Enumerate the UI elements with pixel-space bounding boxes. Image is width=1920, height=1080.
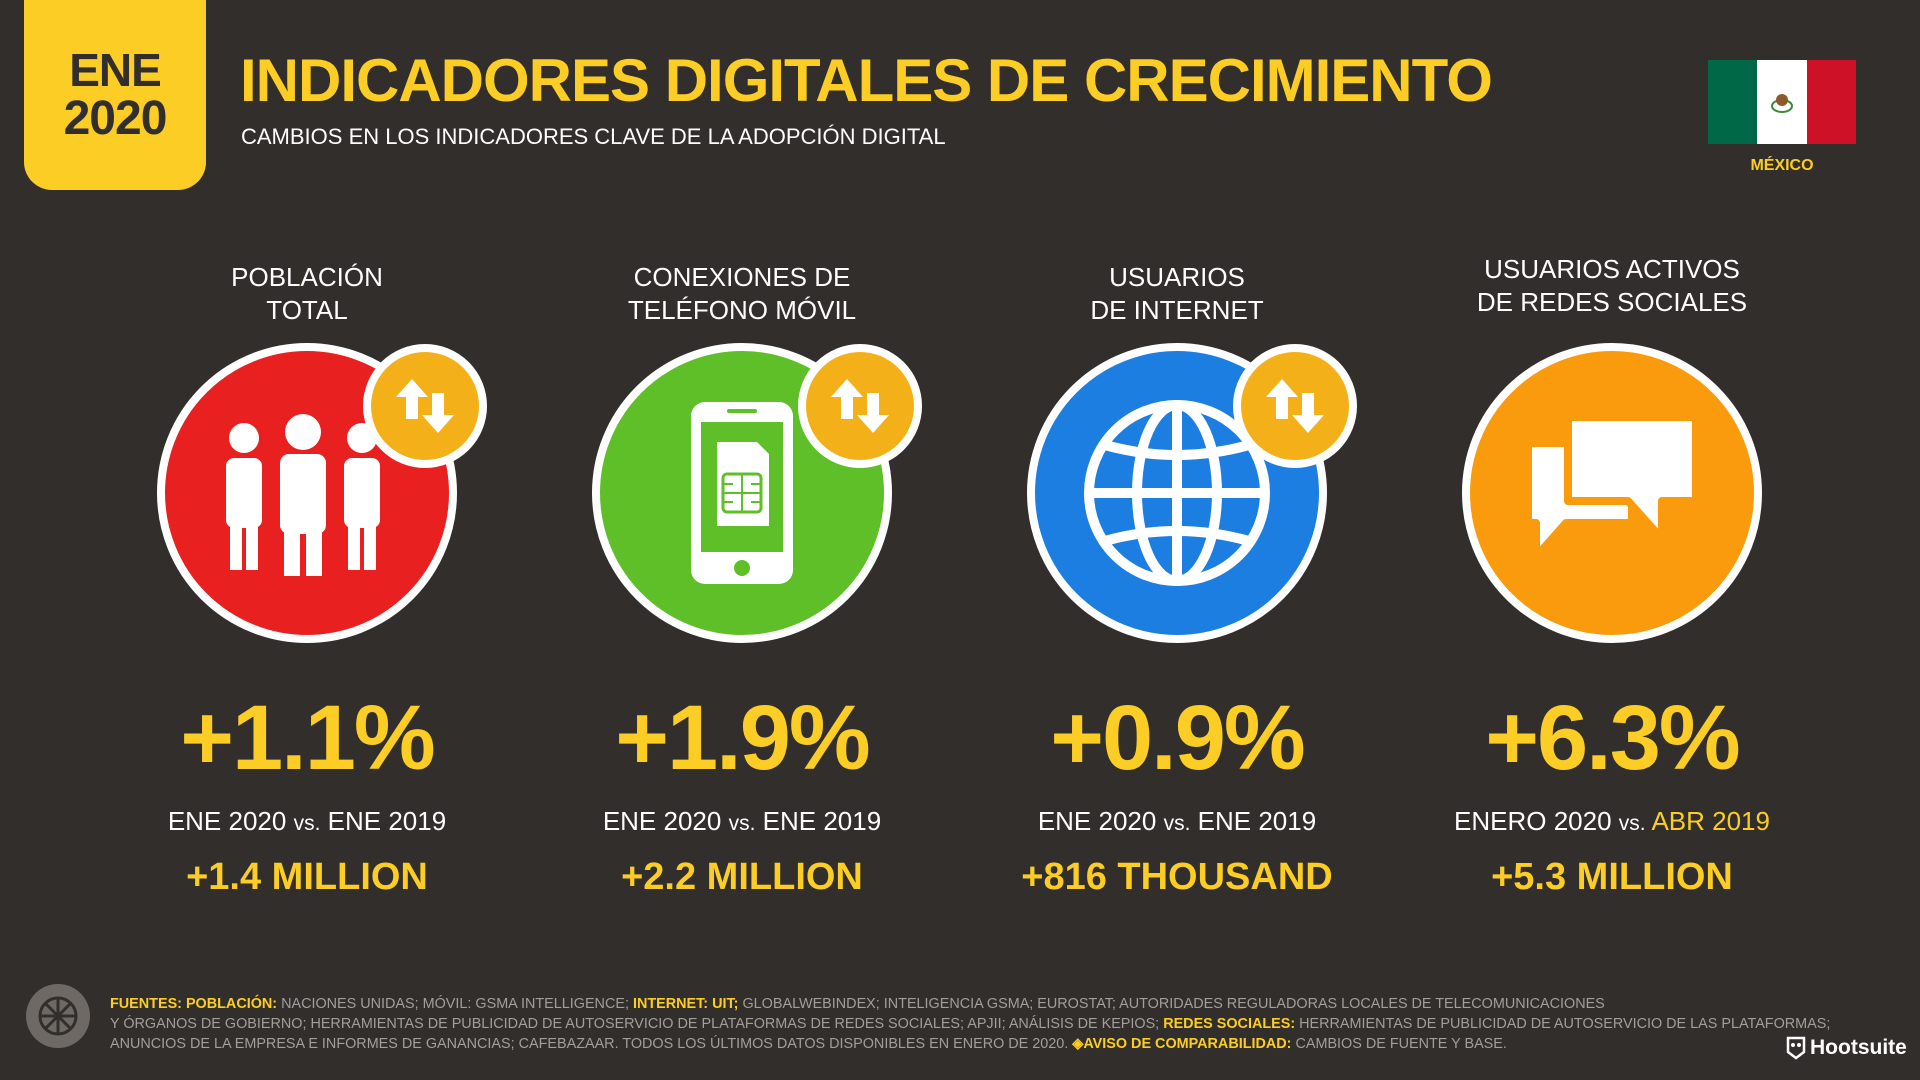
vs-label: vs. xyxy=(1163,812,1191,835)
metric-percent: +1.1% xyxy=(180,687,435,789)
source-highlight: FUENTES: POBLACIÓN: xyxy=(110,996,278,1012)
period-a: ENE 2020 xyxy=(1037,806,1157,836)
wheel-icon xyxy=(38,996,78,1036)
period-b: ENE 2019 xyxy=(762,806,882,836)
source-text: Y ÓRGANOS DE GOBIERNO; HERRAMIENTAS DE P… xyxy=(110,1016,1164,1032)
sources-note: FUENTES: POBLACIÓN: NACIONES UNIDAS; MÓV… xyxy=(110,994,1830,1054)
metric-internet: USUARIOS DE INTERNET +0.9% ENE 2020 vs. … xyxy=(977,0,1377,1000)
metric-absolute: +1.4 MILLION xyxy=(186,856,428,898)
vs-label: vs. xyxy=(1618,812,1646,835)
metric-percent: +0.9% xyxy=(1050,687,1305,789)
chat-bubbles-icon xyxy=(1524,413,1700,561)
metric-percent: +1.9% xyxy=(615,687,870,789)
wheel-logo-icon xyxy=(26,984,90,1048)
metric-population: POBLACIÓN TOTAL +1.1% ENE 2020 vs. ENE 2… xyxy=(107,0,507,1000)
metric-comparison: ENE 2020 vs. ENE 2019 xyxy=(977,806,1377,837)
vs-label: vs. xyxy=(728,812,756,835)
source-highlight: ◈AVISO DE COMPARABILIDAD: xyxy=(1072,1036,1292,1052)
badge-month: ENE xyxy=(69,43,162,96)
mobile-phone-icon xyxy=(691,402,793,584)
source-text: HERRAMIENTAS DE PUBLICIDAD DE AUTOSERVIC… xyxy=(1295,1016,1831,1032)
metric-comparison: ENE 2020 vs. ENE 2019 xyxy=(542,806,942,837)
page-subtitle: CAMBIOS EN LOS INDICADORES CLAVE DE LA A… xyxy=(241,124,946,149)
trend-badge xyxy=(363,344,487,468)
page-title: INDICADORES DIGITALES DE CRECIMIENTO xyxy=(240,47,1493,114)
metric-absolute: +5.3 MILLION xyxy=(1491,856,1733,898)
metric-label: POBLACIÓN TOTAL xyxy=(231,262,383,325)
flag-white-stripe xyxy=(1757,60,1807,144)
metric-absolute: +2.2 MILLION xyxy=(621,856,863,898)
period-a: ENERO 2020 xyxy=(1454,806,1612,836)
metric-percent: +6.3% xyxy=(1485,687,1740,789)
metric-label: USUARIOS ACTIVOS DE REDES SOCIALES xyxy=(1476,254,1748,317)
metric-absolute: +816 THOUSAND xyxy=(1021,856,1333,898)
metric-social: USUARIOS ACTIVOS DE REDES SOCIALES +6.3%… xyxy=(1412,0,1812,1000)
trend-badge xyxy=(1233,344,1357,468)
trend-badge xyxy=(798,344,922,468)
metric-label: USUARIOS DE INTERNET xyxy=(1090,262,1264,325)
hootsuite-logo: Hootsuite xyxy=(1786,1036,1907,1060)
up-down-arrows-icon xyxy=(831,379,889,433)
globe-icon xyxy=(1084,400,1270,586)
metric-comparison: ENERO 2020 vs. ABR 2019 xyxy=(1412,806,1812,837)
flag-green-stripe xyxy=(1708,60,1758,144)
source-highlight: REDES SOCIALES: xyxy=(1163,1016,1296,1032)
sources-line-1: FUENTES: POBLACIÓN: NACIONES UNIDAS; MÓV… xyxy=(110,994,1790,1014)
source-highlight: INTERNET: UIT; xyxy=(632,996,739,1012)
metric-comparison: ENE 2020 vs. ENE 2019 xyxy=(107,806,507,837)
period-b: ENE 2019 xyxy=(1197,806,1317,836)
sources-line-2: Y ÓRGANOS DE GOBIERNO; HERRAMIENTAS DE P… xyxy=(110,1014,1830,1034)
source-text: ANUNCIOS DE LA EMPRESA E INFORMES DE GAN… xyxy=(110,1036,1073,1052)
metric-circle xyxy=(592,343,892,643)
source-text: CAMBIOS DE FUENTE Y BASE. xyxy=(1291,1036,1507,1052)
period-b: ENE 2019 xyxy=(327,806,447,836)
mexico-flag-icon xyxy=(1708,60,1856,144)
metric-circle xyxy=(1462,343,1762,643)
vs-label: vs. xyxy=(293,812,321,835)
metric-label: CONEXIONES DE TELÉFONO MÓVIL xyxy=(627,262,857,325)
country-label: MÉXICO xyxy=(1750,157,1814,174)
period-a: ENE 2020 xyxy=(167,806,287,836)
badge-year: 2020 xyxy=(63,91,168,145)
flag-red-stripe xyxy=(1806,60,1856,144)
source-text: GLOBALWEBINDEX; INTELIGENCIA GSMA; EUROS… xyxy=(738,996,1605,1012)
date-badge: ENE 2020 xyxy=(24,0,206,190)
period-b: ABR 2019 xyxy=(1651,806,1770,836)
people-icon xyxy=(226,414,380,576)
sources-line-3: ANUNCIOS DE LA EMPRESA E INFORMES DE GAN… xyxy=(110,1034,1790,1054)
metric-mobile: CONEXIONES DE TELÉFONO MÓVIL +1.9% ENE 2… xyxy=(542,0,942,1000)
brand-name: Hootsuite xyxy=(1810,1036,1907,1059)
period-a: ENE 2020 xyxy=(602,806,722,836)
owl-icon xyxy=(1786,1036,1806,1060)
source-text: NACIONES UNIDAS; MÓVIL: GSMA INTELLIGENC… xyxy=(277,996,633,1012)
flag-emblem-icon xyxy=(1770,94,1793,113)
up-down-arrows-icon xyxy=(396,379,454,433)
up-down-arrows-icon xyxy=(1266,379,1324,433)
